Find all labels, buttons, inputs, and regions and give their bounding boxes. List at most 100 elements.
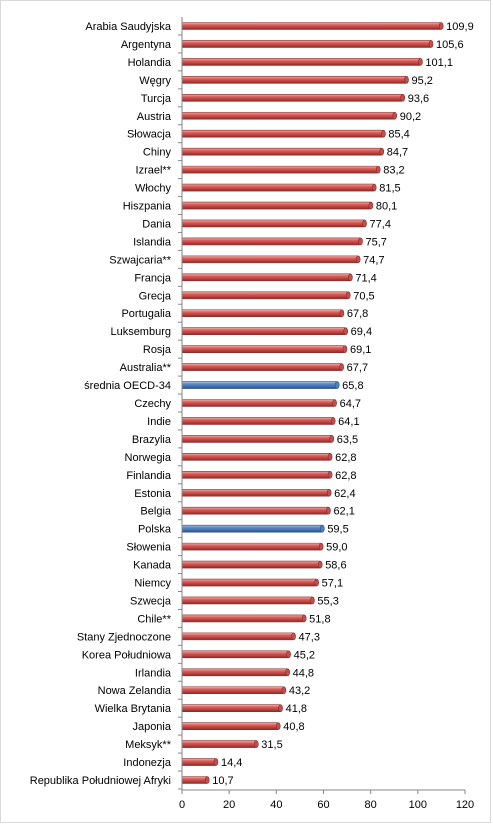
bar-cap — [438, 22, 444, 30]
bar — [181, 417, 334, 425]
bar-row: Czechy 64,7 — [134, 398, 361, 413]
bar-cap — [204, 776, 210, 784]
bar-row: średnia OECD-34 65,8 — [84, 380, 364, 395]
bar — [181, 147, 383, 156]
bar-row: Irlandia 44,8 — [135, 667, 314, 682]
value-label: 44,8 — [293, 667, 314, 679]
category-label: Nowa Zelandia — [98, 685, 172, 697]
bar-cap — [329, 435, 335, 443]
bar-cap — [375, 165, 381, 174]
value-label: 14,4 — [221, 757, 242, 769]
bar — [181, 309, 343, 318]
value-label: 80,1 — [376, 201, 397, 213]
bar — [181, 435, 333, 443]
value-label: 10,7 — [212, 775, 233, 787]
bar-cap — [343, 327, 348, 335]
category-label: Austria — [137, 111, 172, 123]
category-label: Francja — [134, 272, 172, 284]
category-label: Rosja — [143, 344, 172, 356]
bar-row: Francja 71,4 — [134, 272, 377, 287]
category-label: Chiny — [143, 147, 172, 159]
category-label: Szwecja — [130, 595, 172, 607]
value-label: 65,8 — [342, 380, 363, 392]
bar-row: Portugalia 67,8 — [121, 308, 368, 323]
category-label: Australia** — [120, 362, 172, 374]
value-label: 41,8 — [286, 703, 307, 715]
value-label: 90,2 — [400, 111, 421, 123]
bar — [181, 506, 329, 515]
bar-cap — [330, 417, 336, 425]
bar — [181, 453, 331, 461]
bar — [181, 614, 305, 623]
bar-cap — [379, 147, 385, 156]
category-label: Japonia — [132, 721, 171, 733]
bar-row: Chile** 51,8 — [137, 613, 331, 628]
axis-layer: 0 20 40 60 80 100 120 — [179, 17, 474, 811]
category-label: Włochy — [135, 183, 172, 195]
value-label: 63,5 — [337, 434, 358, 446]
bar-cap — [332, 399, 337, 407]
category-label: Dania — [142, 218, 172, 230]
bar-cap — [278, 704, 283, 712]
bar — [181, 722, 279, 730]
bar-row: Szwecja 55,3 — [130, 595, 339, 610]
value-label: 67,7 — [347, 362, 368, 374]
category-label: Portugalia — [121, 308, 171, 320]
bar-cap — [301, 614, 307, 623]
value-label: 84,7 — [387, 147, 408, 159]
bar — [181, 129, 384, 138]
bar-cap — [355, 255, 361, 264]
bar — [181, 704, 281, 712]
bar-cap — [314, 578, 319, 587]
bar-cap — [418, 58, 423, 66]
bar — [181, 58, 421, 66]
category-label: Indie — [147, 416, 171, 428]
bar — [181, 94, 404, 102]
category-label: średnia OECD-34 — [84, 380, 171, 392]
bar-cap — [317, 560, 323, 569]
category-label: Chile** — [137, 613, 171, 625]
bar-cap — [213, 758, 219, 766]
bar-cap — [327, 471, 333, 479]
value-label: 105,6 — [436, 39, 464, 51]
bar — [181, 471, 331, 479]
category-label: Turcja — [141, 93, 172, 105]
bar-cap — [348, 273, 353, 282]
x-tick-label: 0 — [179, 799, 185, 811]
bar-row: Brazylia 63,5 — [132, 434, 358, 449]
bar — [181, 22, 442, 30]
value-label: 31,5 — [261, 739, 282, 751]
category-label: Indonezja — [123, 757, 172, 769]
bar-cap — [285, 668, 290, 677]
bar — [181, 345, 346, 353]
bar-row: Szwajcaria** 74,7 — [109, 254, 385, 269]
value-label: 51,8 — [309, 613, 330, 625]
bar — [181, 632, 294, 641]
bar — [181, 578, 317, 587]
category-label: Słowacja — [127, 129, 172, 141]
bar-cap — [310, 596, 315, 605]
bar-row: Izrael** 83,2 — [136, 165, 405, 180]
x-tick-label: 20 — [223, 799, 235, 811]
x-tick-label: 80 — [365, 799, 377, 811]
bar-row: Hiszpania 80,1 — [123, 201, 397, 215]
bar-cap — [368, 201, 374, 210]
value-label: 81,5 — [379, 183, 400, 195]
bar — [181, 76, 407, 84]
bar-row: Włochy 81,5 — [135, 183, 401, 198]
category-label: Grecja — [139, 290, 172, 302]
value-label: 70,5 — [353, 290, 374, 302]
category-label: Argentyna — [121, 39, 172, 51]
bar-cap — [428, 40, 434, 48]
bar — [181, 650, 289, 659]
value-label: 101,1 — [425, 57, 453, 69]
bar-cap — [291, 632, 296, 641]
bar-row: Holandia 101,1 — [128, 57, 453, 72]
bar-cap — [345, 291, 351, 300]
value-label: 74,7 — [363, 254, 384, 266]
value-label: 59,5 — [327, 524, 348, 536]
bar-row: Niemcy 57,1 — [134, 578, 343, 592]
value-label: 109,9 — [446, 21, 474, 33]
value-label: 40,8 — [283, 721, 304, 733]
bar-row: Japonia 40,8 — [132, 721, 305, 736]
